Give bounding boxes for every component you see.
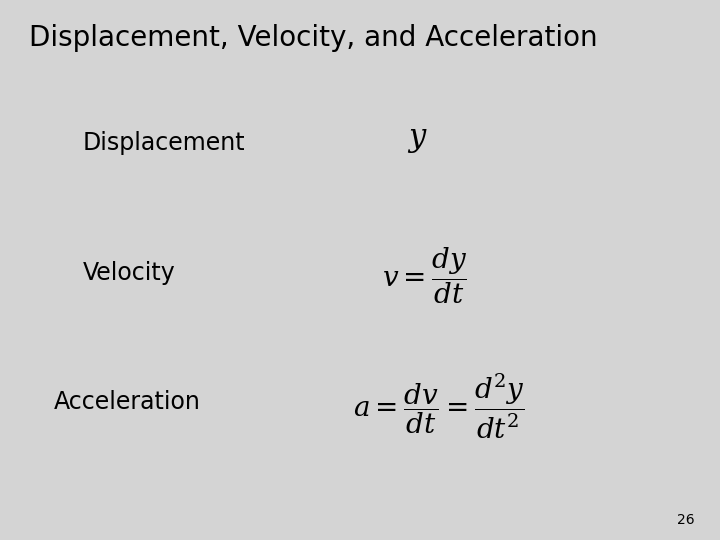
Text: $y$: $y$ — [407, 126, 428, 155]
Text: Acceleration: Acceleration — [54, 390, 201, 414]
Text: Velocity: Velocity — [83, 261, 176, 285]
Text: $a = \dfrac{dv}{dt} = \dfrac{d^2y}{dt^2}$: $a = \dfrac{dv}{dt} = \dfrac{d^2y}{dt^2}… — [353, 372, 525, 441]
Text: 26: 26 — [678, 512, 695, 526]
Text: $v = \dfrac{dy}{dt}$: $v = \dfrac{dy}{dt}$ — [382, 245, 467, 306]
Text: Displacement, Velocity, and Acceleration: Displacement, Velocity, and Acceleration — [29, 24, 598, 52]
Text: Displacement: Displacement — [83, 131, 246, 155]
